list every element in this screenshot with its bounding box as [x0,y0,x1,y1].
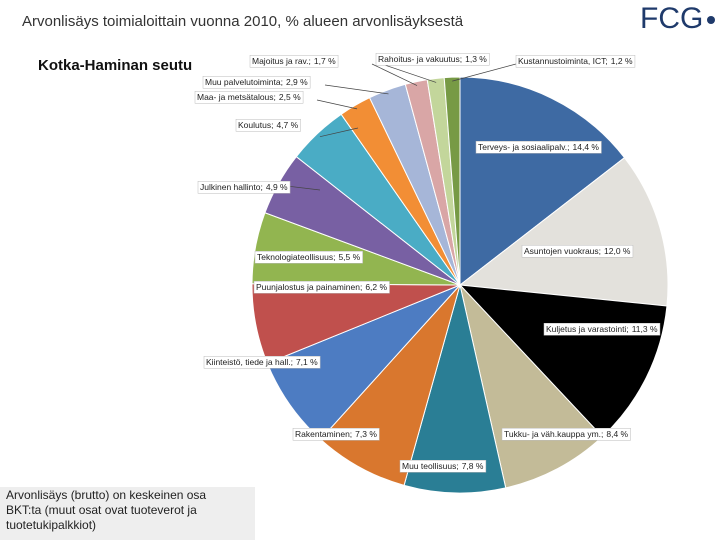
slice-label: Muu teollisuus; 7,8 % [402,461,484,471]
slice-label: Asuntojen vuokraus; 12,0 % [524,246,631,256]
slice-category: Maa- ja metsätalous; [197,92,276,102]
leader-line [324,84,389,95]
slice-value: 7,3 % [355,429,377,439]
label-box [202,76,311,89]
label-box [194,91,304,104]
slice-category: Muu palvelutoiminta; [205,77,283,87]
leader-line [452,63,517,82]
slice-category: Tukku- ja väh.kauppa ym.; [504,429,603,439]
slice-value: 2,9 % [286,77,308,87]
label-box [235,119,301,132]
logo-dot [707,16,715,24]
label-box [521,245,634,258]
slice-category: Kiinteistö, tiede ja hall.; [206,357,293,367]
slice-category: Asuntojen vuokraus; [524,246,601,256]
slide-title: Arvonlisäys toimialoittain vuonna 2010, … [22,13,464,30]
leader-line [319,127,359,138]
chart-title: Kotka-Haminan seutu [38,57,192,74]
note-box [0,487,255,540]
slice-value: 2,5 % [279,92,301,102]
slice-value: 4,9 % [266,182,288,192]
leader-line [316,99,358,110]
slice-category: Kustannustoiminta, ICT; [518,56,608,66]
slice-label: Majoitus ja rav.; 1,7 % [252,56,336,66]
slice-value: 14,4 % [573,142,600,152]
slice-category: Julkinen hallinto; [200,182,263,192]
slice-value: 8,4 % [606,429,628,439]
label-box [543,323,661,336]
slice-value: 11,3 % [632,324,658,334]
slice-category: Muu teollisuus; [402,461,459,471]
slice-category: Koulutus; [238,120,273,130]
label-box [501,428,631,441]
slice-label: Kustannustoiminta, ICT; 1,2 % [518,56,633,66]
slice-label: Rakentaminen; 7,3 % [295,429,377,439]
label-box [203,356,321,369]
label-box [197,181,291,194]
logo: FCG [640,2,703,35]
slice-category: Rahoitus- ja vakuutus; [378,54,462,64]
label-box [375,53,490,66]
slice-value: 12,0 % [604,246,631,256]
slice-label: Kiinteistö, tiede ja hall.; 7,1 % [206,357,318,367]
slice-category: Rakentaminen; [295,429,352,439]
slice-label: Julkinen hallinto; 4,9 % [200,182,288,192]
leader-line [371,63,418,86]
slice-category: Kuljetus ja varastointi; [546,324,629,334]
slice-category: Majoitus ja rav.; [252,56,311,66]
label-box [399,460,487,473]
pie-slice [443,76,461,286]
slice-value: 1,7 % [314,56,336,66]
label-box [292,428,380,441]
slice-label: Maa- ja metsätalous; 2,5 % [197,92,301,102]
slice-value: 1,2 % [611,56,633,66]
note-line: BKT:ta (muut osat ovat tuoteverot ja [6,503,197,517]
slice-category: Terveys- ja sosiaalipalv.; [478,142,570,152]
slice-value: 7,8 % [462,461,484,471]
label-box [249,55,339,68]
slice-label: Rahoitus- ja vakuutus; 1,3 % [378,54,487,64]
pie-slice [403,284,507,494]
labels: Terveys- ja sosiaalipalv.; 14,4 % Asuntoje… [194,53,661,473]
slice-value: 6,2 % [365,282,387,292]
label-box [475,141,602,154]
pie-slice [458,156,669,307]
slice-value: 5,5 % [338,252,360,262]
slice-label: Teknologiateollisuus; 5,5 % [257,252,361,262]
slice-value: 7,1 % [296,357,318,367]
pie-slice [459,76,626,287]
slice-label: Koulutus; 4,7 % [238,120,299,130]
slice-value: 1,3 % [465,54,487,64]
label-box [254,251,363,264]
slice-value: 4,7 % [276,120,298,130]
note-line: Arvonlisäys (brutto) on keskeinen osa [6,488,206,502]
slice-label: Muu palvelutoiminta; 2,9 % [205,77,308,87]
slice-label: Terveys- ja sosiaalipalv.; 14,4 % [478,142,599,152]
slice-category: Teknologiateollisuus; [257,252,335,262]
slice-label: Puunjalostus ja painaminen; 6,2 % [256,282,388,292]
note-line: tuotetukipalkkiot) [6,518,96,532]
slice-category: Puunjalostus ja painaminen; [256,282,362,292]
label-box [515,55,636,68]
slice-label: Tukku- ja väh.kauppa ym.; 8,4 % [504,429,629,439]
label-box [253,281,390,294]
slice-label: Kuljetus ja varastointi; 11,3 % [546,324,658,334]
